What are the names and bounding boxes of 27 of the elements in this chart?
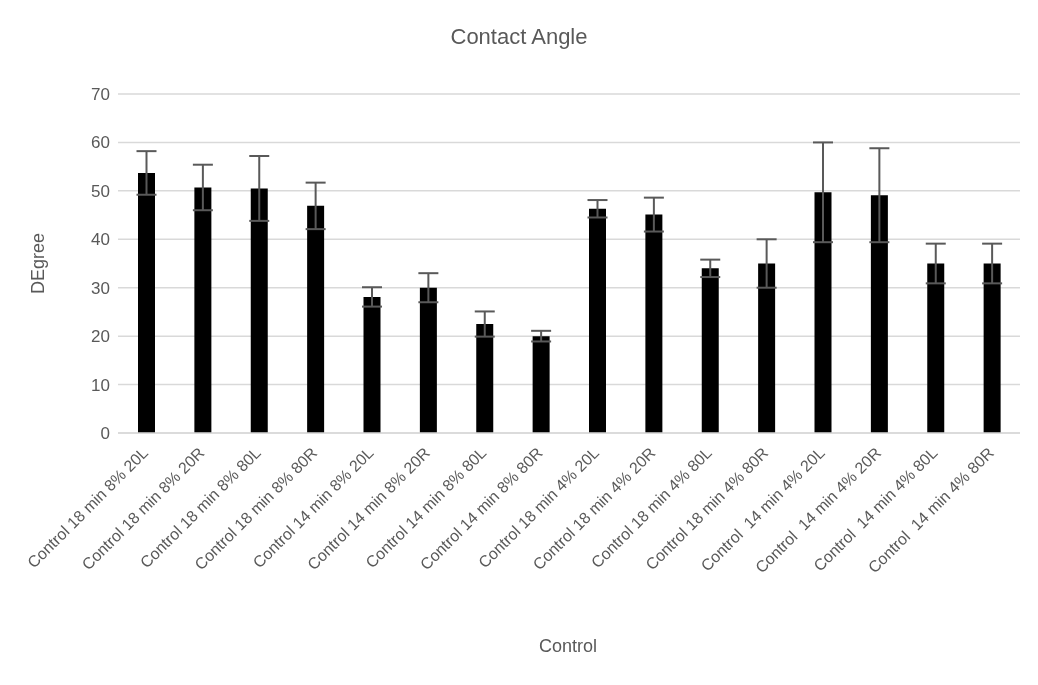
bar <box>589 208 606 433</box>
bar <box>814 192 832 433</box>
bar <box>476 324 494 433</box>
y-tick-label: 40 <box>91 230 110 250</box>
bar <box>532 336 550 433</box>
x-axis-title: Control <box>538 636 598 657</box>
bar <box>758 263 776 433</box>
y-tick-label: 10 <box>91 375 110 395</box>
bar <box>927 263 945 433</box>
y-tick-label: 20 <box>91 327 110 347</box>
bar <box>701 268 719 433</box>
y-tick-label: 0 <box>100 424 110 444</box>
bar <box>307 205 325 433</box>
bar <box>645 214 663 433</box>
y-tick-label: 30 <box>91 278 110 298</box>
y-tick-label: 50 <box>91 181 110 201</box>
bar <box>983 263 1001 433</box>
bar <box>363 296 381 433</box>
bar <box>194 187 212 433</box>
chart-title: Contact Angle <box>449 24 589 50</box>
bar <box>138 172 155 433</box>
y-tick-label: 60 <box>91 133 110 153</box>
bar <box>250 188 268 433</box>
y-tick-label: 70 <box>91 85 110 105</box>
bar <box>870 195 888 433</box>
y-axis-title: DEgree <box>28 232 49 295</box>
bar <box>419 287 437 433</box>
